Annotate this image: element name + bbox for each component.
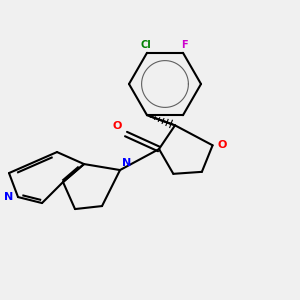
Text: N: N: [4, 192, 14, 202]
Text: F: F: [181, 40, 188, 50]
Text: O: O: [217, 140, 226, 150]
Text: N: N: [122, 158, 132, 168]
Text: O: O: [112, 121, 122, 131]
Text: Cl: Cl: [140, 40, 151, 50]
